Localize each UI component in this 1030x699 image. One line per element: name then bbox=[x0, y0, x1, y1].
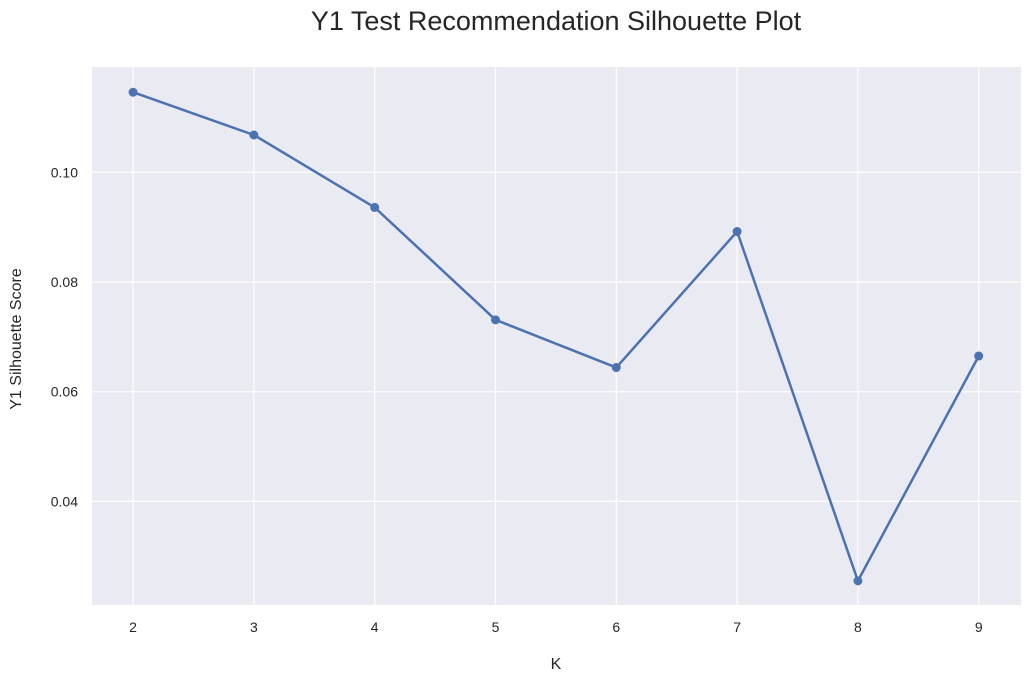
x-tick-label: 3 bbox=[250, 619, 258, 635]
data-point bbox=[370, 202, 380, 212]
data-point bbox=[974, 351, 984, 361]
data-point bbox=[249, 130, 259, 140]
series-line bbox=[132, 91, 980, 583]
data-point bbox=[732, 227, 742, 237]
series-group bbox=[128, 87, 984, 586]
x-tick-label: 6 bbox=[612, 619, 620, 635]
x-tick-label: 7 bbox=[733, 619, 741, 635]
y-axis-label: Y1 Silhouette Score bbox=[8, 268, 25, 410]
y-tick-label: 0.10 bbox=[51, 164, 78, 180]
x-tick-labels: 2 3 4 5 6 7 8 9 bbox=[129, 619, 983, 635]
x-axis-label: K bbox=[551, 656, 562, 673]
grid-lines bbox=[92, 67, 1021, 605]
data-point bbox=[128, 87, 138, 97]
x-tick-label: 8 bbox=[854, 619, 862, 635]
data-point bbox=[611, 363, 621, 373]
data-point bbox=[853, 576, 863, 586]
data-point bbox=[490, 315, 500, 325]
y-tick-labels: 0.04 0.06 0.08 0.10 bbox=[51, 164, 78, 509]
plot-area bbox=[92, 67, 1021, 605]
y-tick-label: 0.08 bbox=[51, 274, 78, 290]
y-tick-label: 0.04 bbox=[51, 493, 78, 509]
x-tick-label: 5 bbox=[492, 619, 500, 635]
x-tick-label: 2 bbox=[129, 619, 137, 635]
x-tick-label: 4 bbox=[371, 619, 379, 635]
chart-title: Y1 Test Recommendation Silhouette Plot bbox=[311, 6, 802, 36]
y-tick-label: 0.06 bbox=[51, 384, 78, 400]
x-tick-label: 9 bbox=[975, 619, 983, 635]
